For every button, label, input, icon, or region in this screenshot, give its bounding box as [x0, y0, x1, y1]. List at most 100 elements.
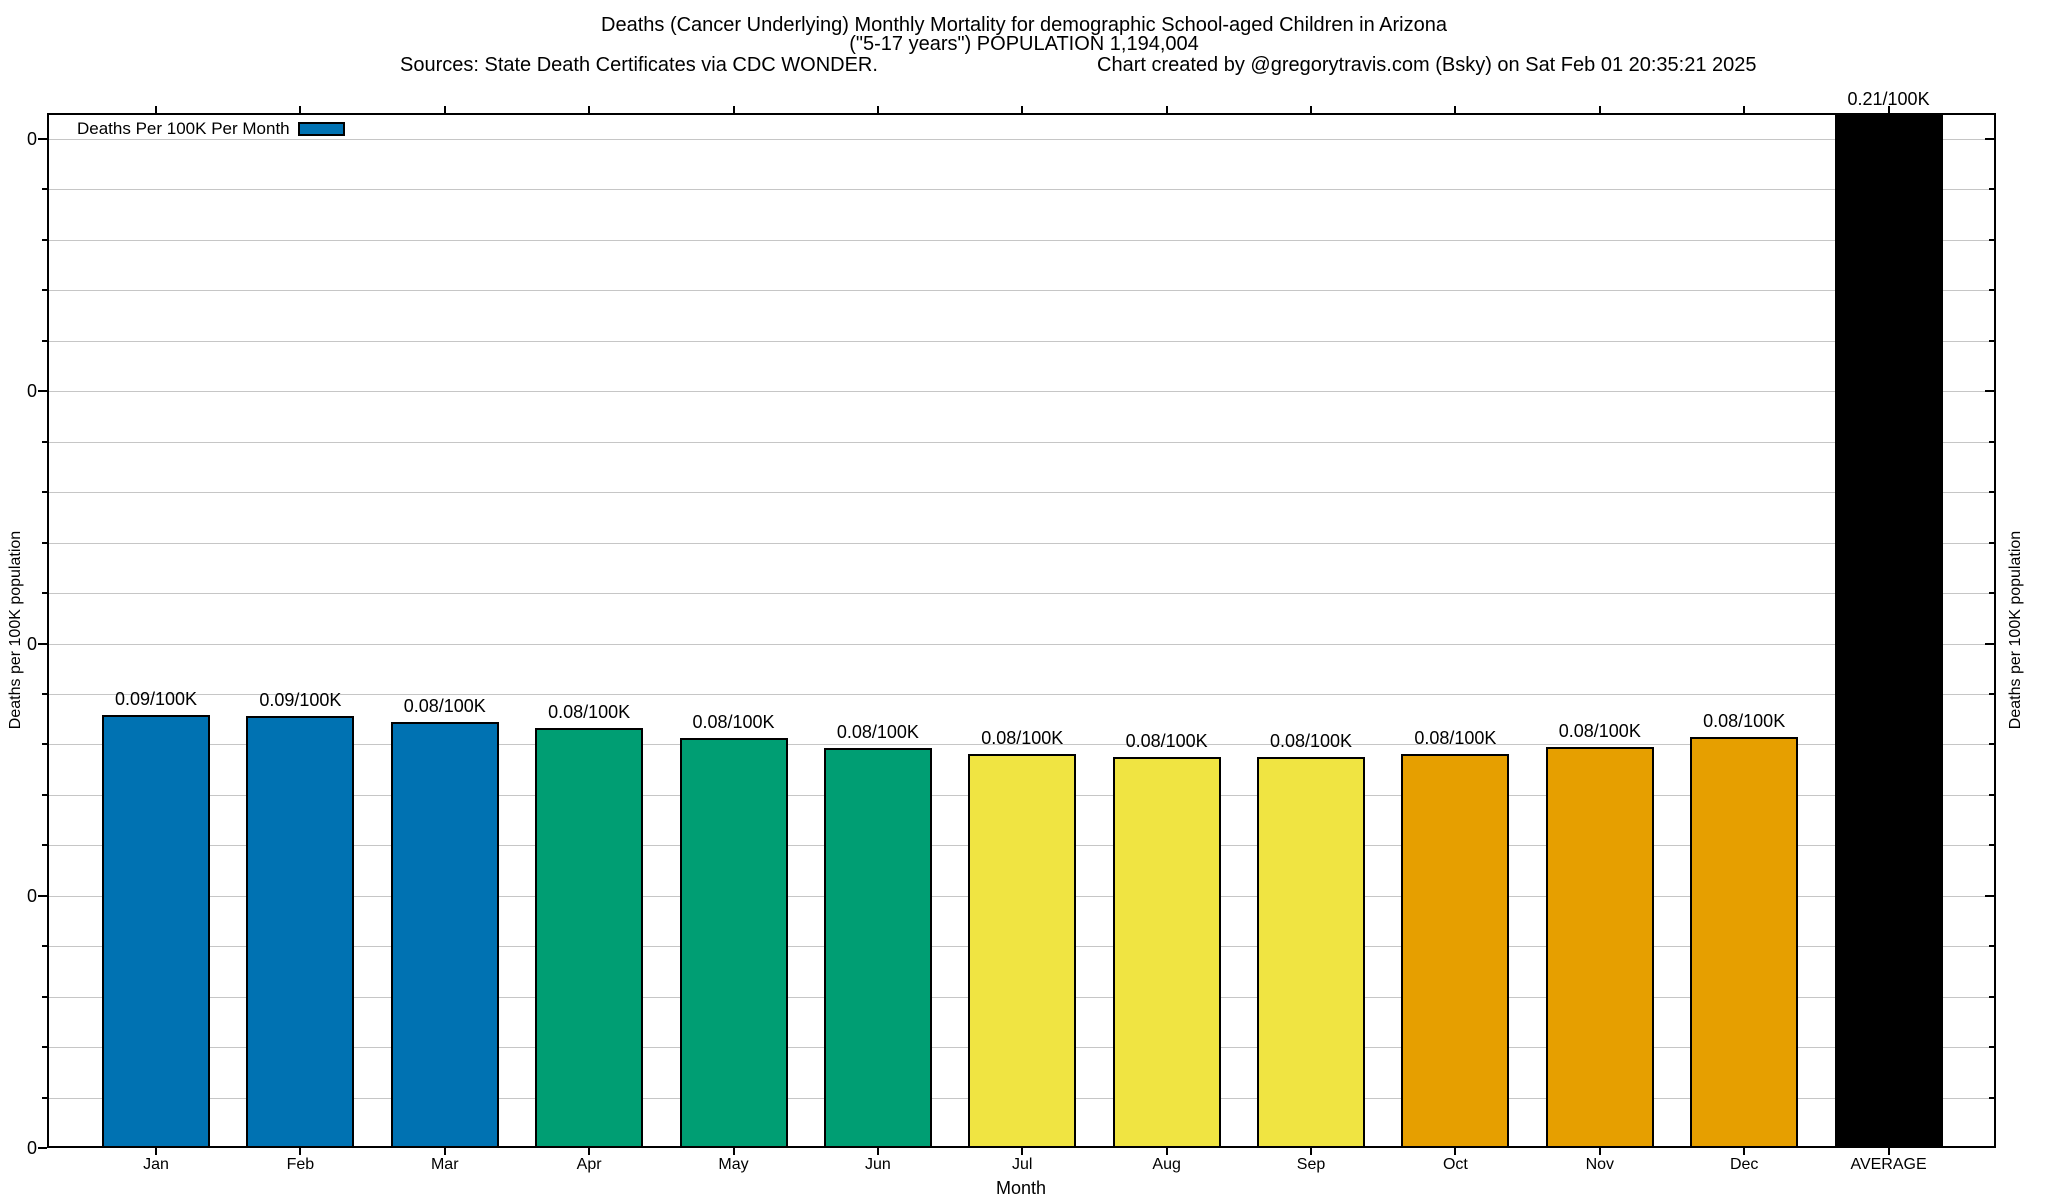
y-tick-left: [38, 390, 47, 393]
y-tick-right: [1989, 743, 1994, 746]
y-tick-right: [1985, 642, 1994, 645]
bar-apr: [535, 728, 644, 1146]
y-tick-left: [38, 1147, 47, 1149]
y-tick-left: [42, 692, 47, 695]
y-tick-left: [42, 743, 47, 746]
x-tick-top: [1598, 106, 1601, 113]
x-tick-label: Jun: [864, 1156, 891, 1173]
y-tick-left: [38, 642, 47, 645]
gridline: [49, 239, 1994, 241]
y-tick-right: [1989, 844, 1994, 847]
x-tick-label: Oct: [1442, 1156, 1468, 1173]
x-tick-bottom: [876, 1148, 879, 1155]
bar-jan: [102, 715, 210, 1146]
x-tick-bottom: [155, 1148, 157, 1155]
x-tick-label: AVERAGE: [1850, 1156, 1927, 1173]
x-tick-top: [299, 106, 302, 113]
y-tick-left: [42, 592, 47, 595]
gridline: [49, 492, 1994, 494]
bar-feb: [246, 716, 355, 1146]
bar-value-label: 0.09/100K: [259, 690, 342, 710]
x-tick-top: [1454, 106, 1457, 113]
gridline: [49, 542, 1994, 544]
y-tick-right: [1989, 793, 1994, 796]
x-tick-top: [443, 106, 446, 113]
bar-value-label: 0.08/100K: [1558, 721, 1641, 741]
x-tick-top: [588, 106, 591, 113]
x-tick-top: [1887, 106, 1890, 113]
bar-value-label: 0.08/100K: [548, 702, 631, 722]
bar-average: [1834, 115, 1943, 1146]
x-tick-bottom: [1743, 1148, 1746, 1155]
y-tick-left: [42, 339, 47, 342]
y-tick-right: [1989, 1046, 1994, 1049]
x-tick-label: May: [718, 1156, 749, 1173]
y-tick-right: [1989, 440, 1994, 443]
bar-value-label: 0.08/100K: [403, 696, 486, 716]
y-tick-right: [1989, 592, 1994, 595]
y-tick-label: 0: [26, 633, 37, 654]
x-tick-top: [876, 106, 879, 113]
gridline: [49, 693, 1994, 695]
bar-aug: [1112, 757, 1221, 1146]
y-tick-right: [1989, 188, 1994, 191]
y-tick-left: [42, 995, 47, 998]
bar-value-label: 0.08/100K: [981, 728, 1064, 748]
gridline: [49, 643, 1994, 645]
x-tick-top: [732, 106, 735, 113]
y-tick-left: [42, 1046, 47, 1049]
y-tick-left: [42, 491, 47, 494]
bar-value-label: 0.08/100K: [1414, 728, 1497, 748]
bar-jun: [823, 748, 932, 1146]
y-tick-label: 0: [26, 129, 37, 149]
x-tick-bottom: [443, 1148, 446, 1155]
y-tick-right: [1985, 138, 1994, 140]
x-tick-bottom: [1165, 1148, 1168, 1155]
gridline: [49, 290, 1994, 292]
y-tick-right: [1985, 894, 1994, 897]
bar-dec: [1690, 737, 1799, 1146]
x-axis-title: Month: [995, 1178, 1047, 1198]
x-tick-label: Feb: [286, 1156, 315, 1173]
x-tick-label: Sep: [1296, 1156, 1326, 1173]
y-tick-label: 0: [26, 885, 37, 906]
y-tick-right: [1989, 995, 1994, 998]
gridline: [49, 441, 1994, 443]
x-tick-label: Nov: [1585, 1156, 1615, 1173]
x-tick-bottom: [1887, 1148, 1890, 1155]
bar-value-label: 0.08/100K: [1125, 731, 1208, 751]
x-tick-top: [1743, 106, 1746, 113]
bar-oct: [1401, 754, 1510, 1146]
x-tick-label: Mar: [430, 1156, 459, 1173]
gridline: [49, 593, 1994, 595]
bar-value-label: 0.08/100K: [692, 712, 775, 732]
bar-may: [679, 738, 788, 1146]
y-tick-right: [1989, 289, 1994, 292]
y-tick-left: [38, 894, 47, 897]
chart-title-line1: Deaths (Cancer Underlying) Monthly Morta…: [601, 14, 1447, 36]
y-tick-right: [1989, 238, 1994, 241]
x-tick-bottom: [299, 1148, 302, 1155]
bar-value-label: 0.21/100K: [1847, 89, 1930, 109]
x-tick-top: [1165, 106, 1168, 113]
y-tick-right: [1989, 339, 1994, 342]
plot-area: Deaths Per 100K Per Month 0.09/100K 0.09/…: [47, 89, 1996, 1148]
x-tick-label: Jan: [143, 1156, 169, 1173]
bar-mar: [390, 722, 499, 1146]
x-tick-top: [155, 106, 157, 113]
y-tick-left: [42, 440, 47, 443]
y-tick-left: [42, 188, 47, 191]
y-tick-right: [1989, 692, 1994, 695]
gridline: [49, 139, 1994, 140]
y-tick-right: [1989, 541, 1994, 544]
chart-sources-text: Sources: State Death Certificates via CD…: [400, 54, 878, 76]
chart-title-line2: ("5-17 years") POPULATION 1,194,004: [849, 33, 1199, 55]
x-tick-bottom: [588, 1148, 591, 1155]
gridline: [49, 391, 1994, 393]
y-tick-left: [42, 793, 47, 796]
x-tick-bottom: [1598, 1148, 1601, 1155]
y-tick-right: [1989, 945, 1994, 948]
x-tick-top: [1021, 106, 1024, 113]
y-tick-label: 0: [26, 1138, 37, 1158]
